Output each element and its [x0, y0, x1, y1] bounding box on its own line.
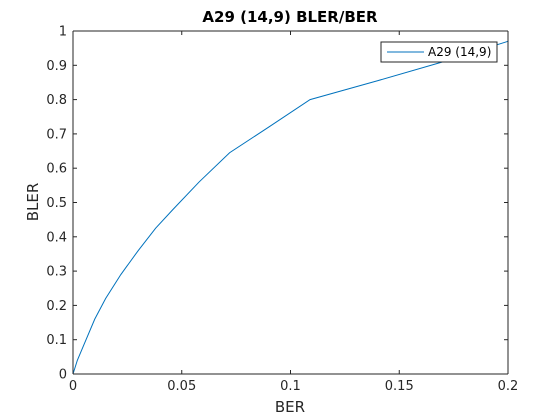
y-tick-label: 0.9: [46, 59, 67, 74]
x-axis-label: BER: [275, 398, 305, 416]
legend-box: [380, 41, 498, 63]
chart-title: A29 (14,9) BLER/BER: [202, 8, 378, 26]
series-line-0: [72, 40, 509, 375]
x-ticks: 0 0.05 0.1 0.15 0.2: [69, 31, 518, 394]
y-axis-label: BLER: [24, 183, 42, 222]
legend: A29 (14,9): [380, 41, 498, 63]
y-tick-label: 0.6: [46, 162, 67, 177]
x-tick-label: 0: [69, 379, 77, 394]
series-layer: [72, 40, 509, 375]
y-tick-label: 0.8: [46, 93, 67, 108]
plot-area: [73, 31, 508, 374]
y-tick-label: 0: [59, 368, 67, 383]
x-tick-label: 0.2: [498, 379, 519, 394]
legend-entry-label: A29 (14,9): [428, 45, 491, 59]
y-tick-label: 0.1: [46, 333, 67, 348]
y-tick-label: 1: [59, 25, 67, 40]
y-tick-label: 0.5: [46, 196, 67, 211]
y-tick-label: 0.4: [46, 230, 67, 245]
y-ticks: 0 0.1 0.2 0.3 0.4 0.5 0.6 0.7 0.8 0.9 1: [46, 25, 508, 383]
x-tick-label: 0.05: [167, 379, 196, 394]
y-tick-label: 0.3: [46, 265, 67, 280]
x-tick-label: 0.1: [280, 379, 301, 394]
y-tick-label: 0.2: [46, 299, 67, 314]
x-tick-label: 0.15: [385, 379, 414, 394]
y-tick-label: 0.7: [46, 127, 67, 142]
